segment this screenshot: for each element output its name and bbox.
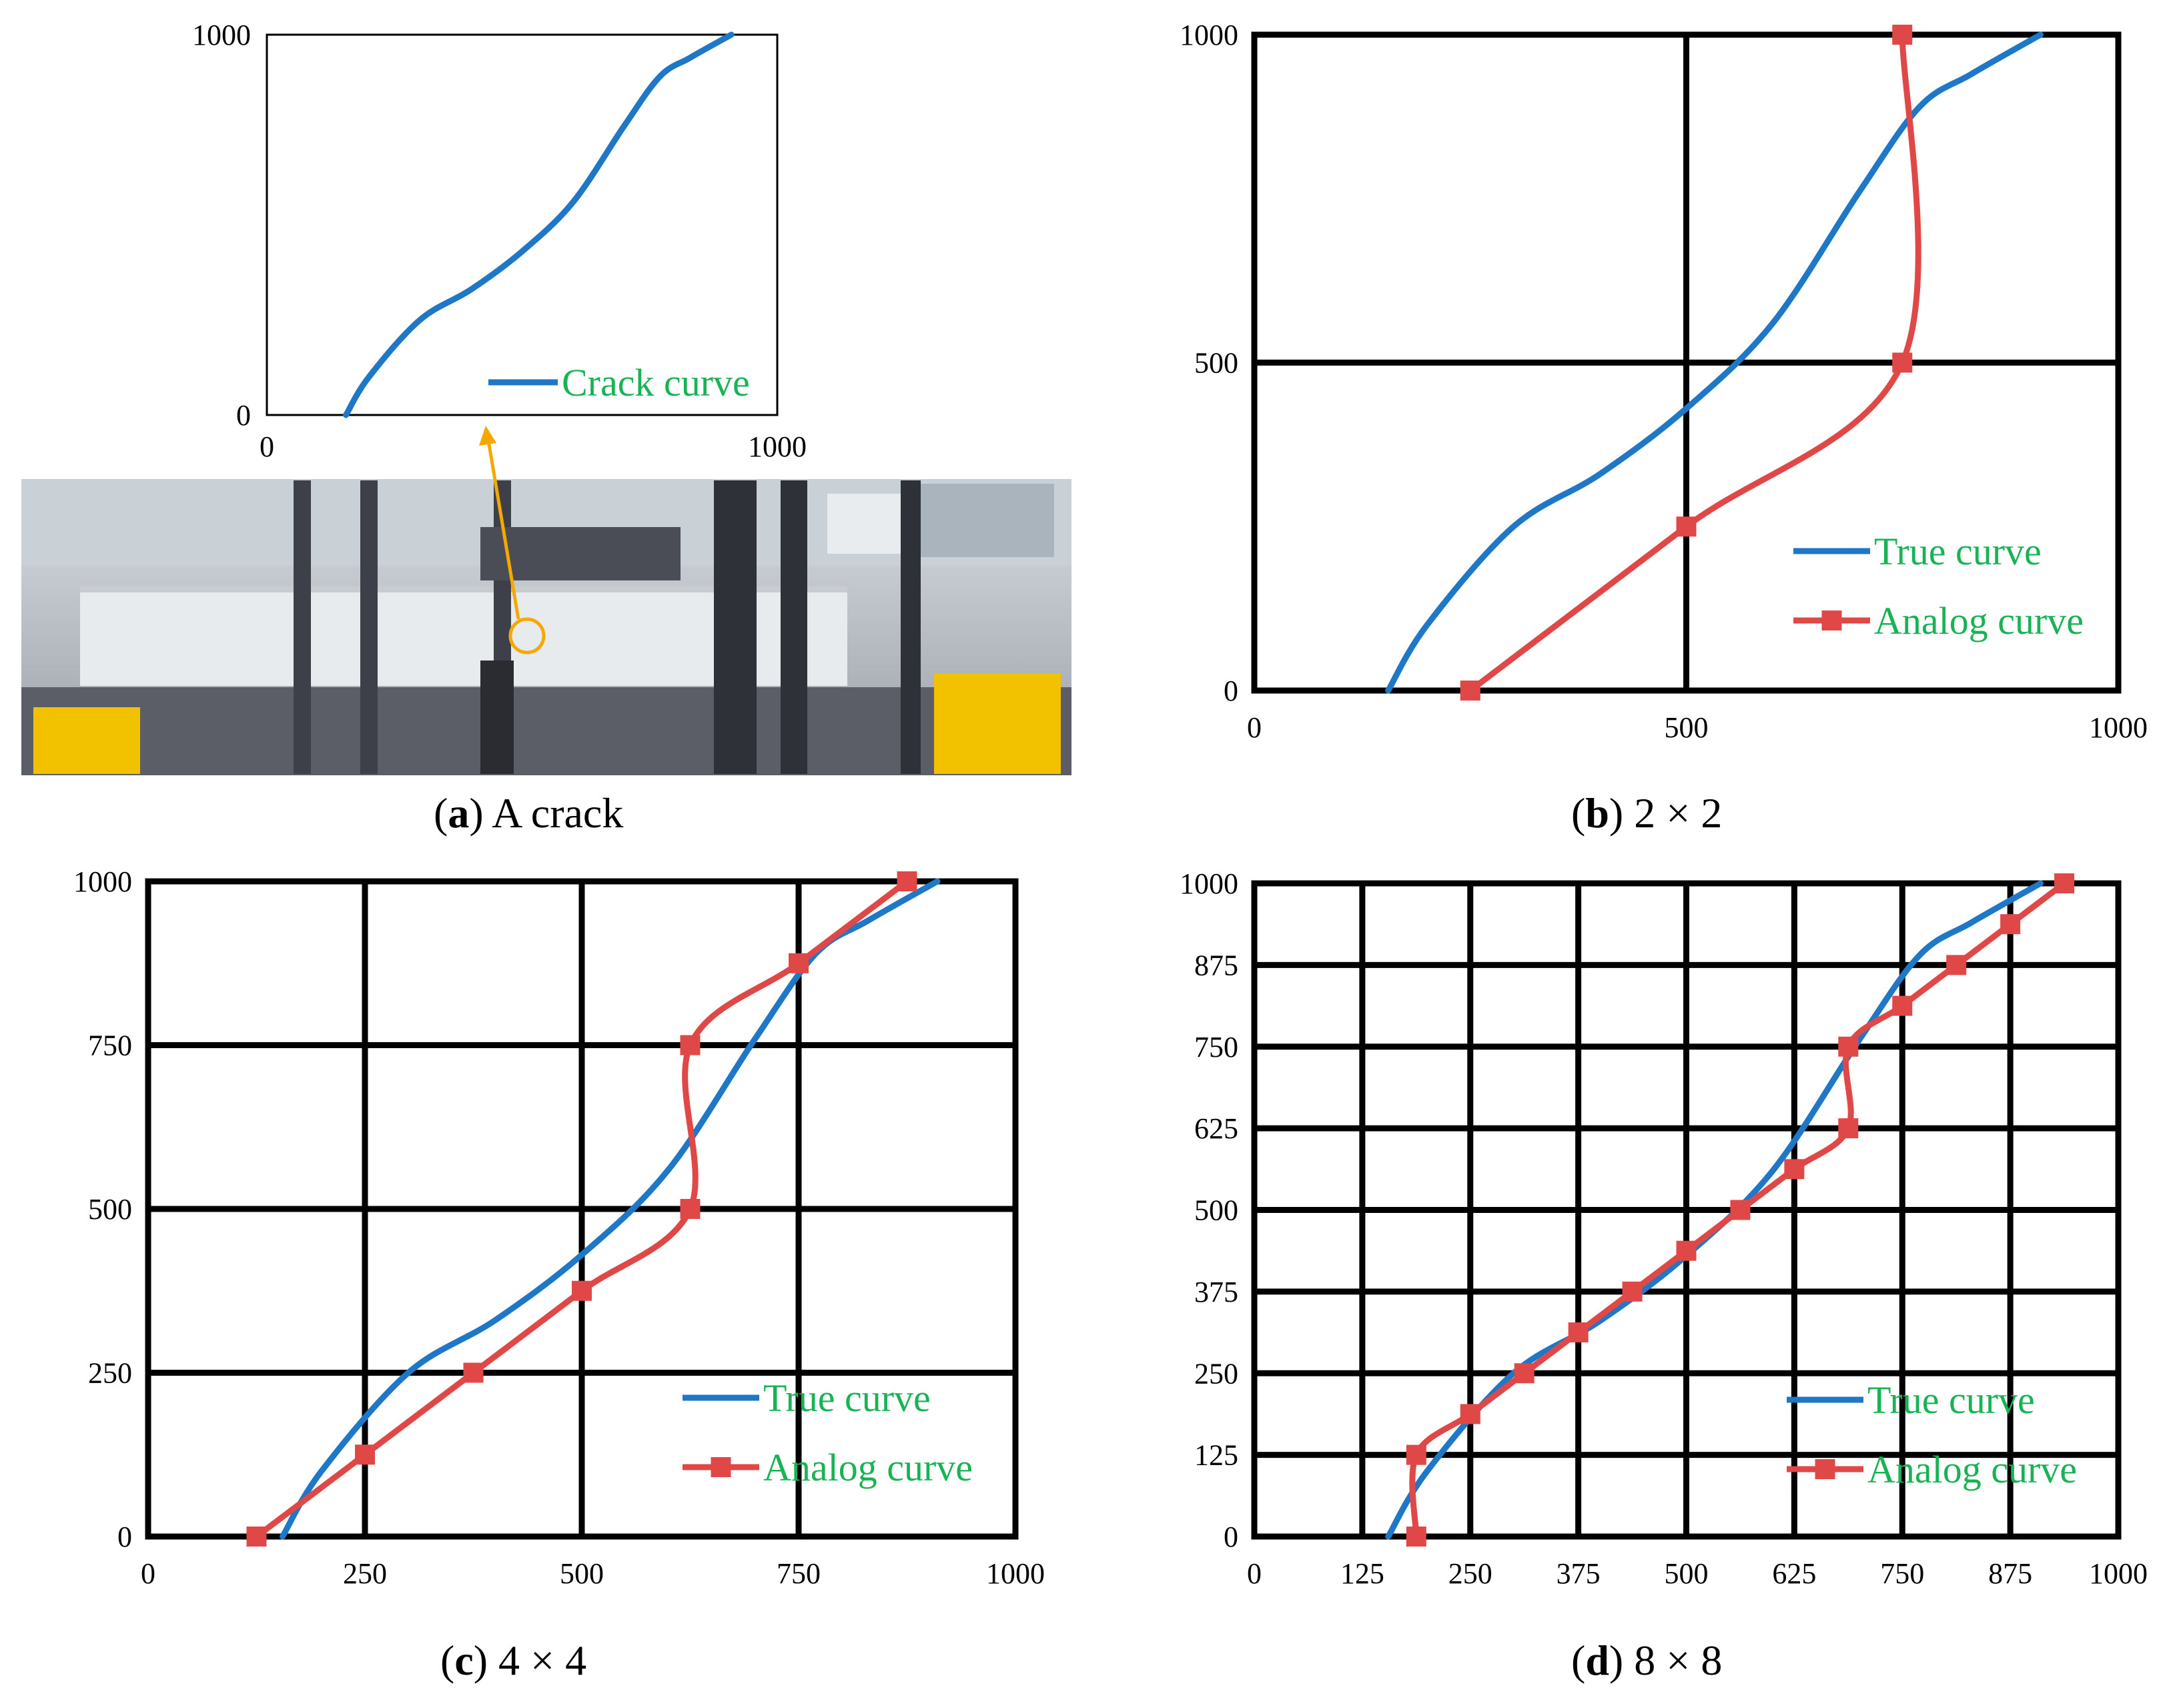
analog-curve-point xyxy=(1568,1322,1589,1343)
true-curve-line xyxy=(343,31,735,418)
legend-marker xyxy=(711,1457,731,1477)
analog-curve-point xyxy=(246,1527,267,1547)
y-tick-label: 625 xyxy=(1194,1112,1238,1145)
y-tick-label: 250 xyxy=(88,1357,132,1390)
analog-curve-point xyxy=(463,1362,484,1383)
analog-curve-line xyxy=(254,878,910,1540)
y-tick-label: 375 xyxy=(1194,1276,1238,1308)
chart-panel-d: 0 125 250 375 500 625 750 875 1000 0 125 250 375 500 6… xyxy=(1180,867,2148,1684)
analog-curve-point xyxy=(1892,352,1913,373)
chart-panel-a: 0 1000 0 1000 Crack curve (a) A crack xyxy=(192,19,807,837)
chart-panel-c: 0 250 500 750 1000 0 250 500 750 1000 True curve An… xyxy=(73,865,1045,1684)
x-tick-label: 0 xyxy=(141,1557,155,1590)
x-tick-label: 0 xyxy=(260,430,274,463)
plot-frame xyxy=(145,878,1019,1540)
analog-curve-point xyxy=(1676,1240,1697,1261)
x-tick-label: 500 xyxy=(560,1557,604,1590)
analog-curve-point xyxy=(572,1280,592,1301)
panel-caption: (a) A crack xyxy=(434,789,623,837)
y-tick-label: 0 xyxy=(1224,675,1238,707)
analog-curve-point xyxy=(1406,1527,1426,1547)
analog-curve-point xyxy=(1460,681,1480,701)
x-tick-label: 1000 xyxy=(2089,1557,2148,1590)
panel-caption: (c) 4 × 4 xyxy=(440,1637,586,1684)
analog-curve-point xyxy=(1892,25,1913,45)
y-tick-label: 875 xyxy=(1194,949,1238,981)
x-tick-label: 0 xyxy=(1247,1557,1262,1590)
analog-curve-point xyxy=(1406,1444,1426,1465)
plot-frame xyxy=(1251,31,2122,694)
y-tick-label: 750 xyxy=(88,1029,132,1062)
x-tick-label: 750 xyxy=(777,1557,821,1590)
legend-label: True curve xyxy=(1867,1378,2035,1422)
x-tick-label: 625 xyxy=(1772,1557,1816,1590)
x-tick-label: 375 xyxy=(1557,1557,1601,1590)
callout-arrowhead-icon xyxy=(479,426,496,446)
y-tick-label: 1000 xyxy=(192,19,251,51)
x-tick-label: 125 xyxy=(1340,1557,1384,1590)
legend-label: Analog curve xyxy=(763,1446,973,1489)
y-tick-label: 750 xyxy=(1194,1031,1238,1063)
x-tick-label: 500 xyxy=(1665,1557,1709,1590)
y-tick-label: 125 xyxy=(1194,1439,1238,1472)
legend-label: Analog curve xyxy=(1874,599,2084,643)
analog-curve-point xyxy=(789,953,809,973)
x-tick-label: 750 xyxy=(1880,1557,1924,1590)
x-tick-label: 875 xyxy=(1988,1557,2032,1590)
analog-curve-point xyxy=(897,871,917,891)
y-tick-label: 1000 xyxy=(1180,867,1238,900)
analog-curve-point xyxy=(1514,1363,1535,1384)
analog-curve-point xyxy=(1730,1200,1751,1220)
y-tick-label: 0 xyxy=(236,399,251,432)
x-tick-label: 1000 xyxy=(748,430,807,463)
x-tick-label: 500 xyxy=(1665,711,1709,744)
analog-curve-point xyxy=(2054,873,2075,893)
analog-curve-point xyxy=(1622,1281,1643,1302)
legend-label: Crack curve xyxy=(562,361,750,404)
analog-curve-point xyxy=(1676,516,1697,537)
analog-curve-point xyxy=(1460,1404,1480,1424)
x-tick-label: 250 xyxy=(1448,1557,1492,1590)
x-tick-label: 250 xyxy=(343,1557,387,1590)
photo-icon xyxy=(21,479,1071,775)
legend-label: True curve xyxy=(763,1376,931,1420)
legend-marker xyxy=(1821,610,1842,630)
x-tick-label: 1000 xyxy=(2089,711,2148,744)
analog-curve-point xyxy=(2000,914,2021,935)
y-tick-label: 0 xyxy=(1224,1521,1238,1553)
x-tick-label: 1000 xyxy=(986,1557,1045,1590)
panel-caption: (d) 8 × 8 xyxy=(1571,1637,1722,1684)
y-tick-label: 500 xyxy=(1194,1194,1238,1227)
callout-arrow xyxy=(486,440,520,620)
legend-label: Analog curve xyxy=(1867,1448,2077,1491)
analog-curve-point xyxy=(1838,1118,1859,1139)
analog-curve-point xyxy=(680,1035,701,1055)
y-tick-label: 1000 xyxy=(73,865,132,898)
legend-label: True curve xyxy=(1874,530,2042,573)
y-tick-label: 0 xyxy=(117,1521,132,1553)
analog-curve-point xyxy=(1946,955,1967,975)
analog-curve-point xyxy=(1838,1036,1859,1057)
analog-curve-point xyxy=(1784,1159,1805,1180)
chart-panel-b: 0 500 1000 0 500 1000 True curve Analog curve (b… xyxy=(1180,19,2148,837)
y-tick-label: 500 xyxy=(1194,347,1238,380)
plot-frame xyxy=(1251,880,2122,1540)
plot-area xyxy=(267,35,777,415)
plot-frame xyxy=(266,33,779,416)
crack-callout-circle xyxy=(508,617,546,655)
y-tick-label: 1000 xyxy=(1180,19,1238,51)
legend-marker xyxy=(1815,1459,1835,1479)
true-curve-line xyxy=(1385,31,2044,694)
x-tick-label: 0 xyxy=(1247,711,1262,744)
panel-caption: (b) 2 × 2 xyxy=(1571,789,1722,837)
analog-curve-point xyxy=(355,1444,375,1465)
y-tick-label: 250 xyxy=(1194,1357,1238,1390)
analog-curve-point xyxy=(1892,995,1913,1016)
analog-curve-line xyxy=(1467,31,1921,694)
y-tick-label: 500 xyxy=(88,1193,132,1226)
analog-curve-point xyxy=(680,1199,701,1219)
